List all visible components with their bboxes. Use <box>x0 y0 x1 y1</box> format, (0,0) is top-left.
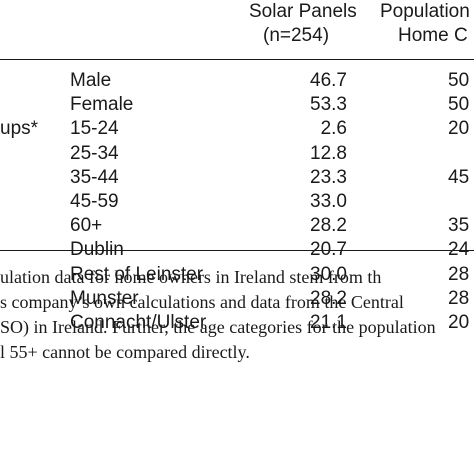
population-value: 28 <box>448 263 470 285</box>
table-row: ups* 15-24 2.6 20 <box>0 117 474 141</box>
row-label: Male <box>70 70 112 91</box>
footnote-line: ulation data for home owners in Ireland … <box>0 267 382 287</box>
header-population: Population <box>380 1 470 22</box>
table-row: 45-59 33.0 <box>0 190 474 214</box>
solar-panels-value: 12.8 <box>310 142 347 164</box>
footnote-line: SO) in Ireland. Further, the age categor… <box>0 317 436 337</box>
table-top-rule <box>0 59 474 60</box>
solar-panels-value: 2.6 <box>320 118 347 140</box>
solar-panels-value: 30.0 <box>310 263 347 285</box>
population-value: 24 <box>448 239 470 261</box>
solar-panels-value: 28.2 <box>310 287 347 309</box>
row-group-label: ups* <box>0 118 39 140</box>
population-value: 28 <box>448 287 470 309</box>
solar-panels-value: 20.7 <box>310 239 347 261</box>
row-label: Connacht/Ulster <box>70 312 207 333</box>
row-label: 25-34 <box>70 142 119 164</box>
table-row: 25-34 12.8 <box>0 142 474 166</box>
solar-panels-value: 46.7 <box>310 70 347 91</box>
footnote-line: s company’s own calculations and data fr… <box>0 292 404 312</box>
row-label: Female <box>70 94 134 116</box>
table-row: Male 46.7 50 <box>0 69 474 93</box>
table-row: Female 53.3 50 <box>0 93 474 117</box>
population-value: 45 <box>448 166 470 188</box>
row-label: 60+ <box>70 215 103 237</box>
solar-panels-value: 23.3 <box>310 166 347 188</box>
solar-panels-value: 53.3 <box>310 94 347 116</box>
table-bottom-rule <box>0 250 474 251</box>
row-label: Rest of Leinster <box>70 263 204 285</box>
header-home-owners: Home C <box>398 25 468 46</box>
table-row: Connacht/Ulster 21.1 20 <box>0 311 474 335</box>
row-label: 45-59 <box>70 191 119 212</box>
table-row: 35-44 23.3 45 <box>0 166 474 190</box>
row-label: Dublin <box>70 239 124 261</box>
population-value: 50 <box>448 70 470 91</box>
table-row: Dublin 20.7 24 <box>0 238 474 262</box>
table-row: Munster 28.2 28 <box>0 287 474 311</box>
row-label: 35-44 <box>70 166 119 188</box>
header-solar-panels: Solar Panels <box>249 1 357 22</box>
population-value: 50 <box>448 94 470 116</box>
table-row: Rest of Leinster 30.0 28 <box>0 263 474 287</box>
row-label: Munster <box>70 287 139 309</box>
solar-panels-value: 21.1 <box>310 312 347 333</box>
population-value: 35 <box>448 215 470 237</box>
solar-panels-value: 28.2 <box>310 215 347 237</box>
solar-panels-value: 33.0 <box>310 191 347 212</box>
table-row: 60+ 28.2 35 <box>0 214 474 238</box>
footnote-line: l 55+ cannot be compared directly. <box>0 342 250 362</box>
population-value: 20 <box>448 118 470 140</box>
row-label: 15-24 <box>70 118 119 140</box>
population-value: 20 <box>448 312 470 333</box>
header-solar-n: (n=254) <box>263 25 330 46</box>
